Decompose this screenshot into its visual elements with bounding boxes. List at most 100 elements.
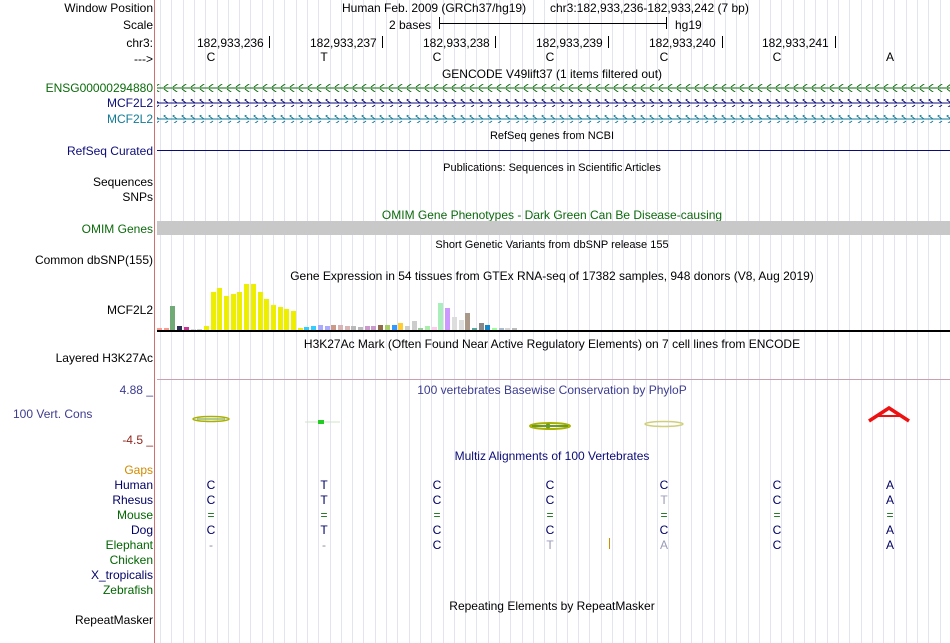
gtex-tissue-bar[interactable]	[479, 323, 484, 330]
grid-line	[748, 0, 749, 643]
publications-sequences-label[interactable]: Sequences	[92, 175, 153, 189]
species-label-dog[interactable]: Dog	[130, 523, 153, 537]
species-label-human[interactable]: Human	[114, 478, 153, 492]
phylop-ymax: 4.88 _	[119, 383, 153, 397]
publications-track-title[interactable]: Publications: Sequences in Scientific Ar…	[443, 162, 661, 174]
omim-track-title[interactable]: OMIM Gene Phenotypes - Dark Green Can Be…	[381, 208, 723, 222]
gtex-tissue-bar[interactable]	[197, 329, 202, 330]
ruler-tick	[495, 36, 496, 48]
gtex-tissue-bar[interactable]	[284, 309, 289, 330]
gtex-tissue-bar[interactable]	[351, 326, 356, 330]
gtex-tissue-bar[interactable]	[505, 328, 510, 330]
gtex-tissue-bar[interactable]	[425, 326, 430, 330]
alignment-base: C	[772, 538, 782, 552]
gtex-tissue-bar[interactable]	[237, 292, 242, 330]
gtex-bar-chart[interactable]	[157, 283, 557, 330]
gencode-track-title[interactable]: GENCODE V49lift37 (1 items filtered out)	[441, 67, 663, 81]
gtex-tissue-bar[interactable]	[325, 326, 330, 330]
multiz-gaps-label[interactable]: Gaps	[124, 463, 153, 477]
gtex-tissue-bar[interactable]	[298, 328, 303, 330]
gtex-tissue-bar[interactable]	[291, 311, 296, 330]
gtex-tissue-bar[interactable]	[258, 292, 263, 330]
gtex-tissue-bar[interactable]	[485, 325, 490, 330]
refseq-curated-label[interactable]: RefSeq Curated	[66, 144, 153, 158]
gtex-tissue-bar[interactable]	[412, 321, 417, 330]
omim-gene-bar[interactable]	[157, 221, 950, 235]
gtex-tissue-bar[interactable]	[358, 327, 363, 330]
phylop-track-title[interactable]: 100 vertebrates Basewise Conservation by…	[417, 383, 687, 397]
gtex-tissue-bar[interactable]	[264, 299, 269, 330]
h3k27ac-track-title[interactable]: H3K27Ac Mark (Often Found Near Active Re…	[303, 337, 801, 351]
refseq-track-title[interactable]: RefSeq genes from NCBI	[489, 130, 615, 142]
gtex-tissue-bar[interactable]	[445, 308, 450, 330]
gtex-tissue-bar[interactable]	[432, 327, 437, 330]
species-label-elephant[interactable]: Elephant	[105, 538, 153, 552]
gtex-tissue-bar[interactable]	[304, 327, 309, 330]
gtex-tissue-bar[interactable]	[217, 288, 222, 330]
grid-line	[714, 0, 715, 643]
gtex-gene-label[interactable]: MCF2L2	[106, 303, 153, 317]
phylop-mark-c1	[192, 415, 230, 423]
gtex-tissue-bar[interactable]	[177, 326, 182, 330]
gtex-tissue-bar[interactable]	[211, 292, 216, 330]
gtex-tissue-bar[interactable]	[392, 325, 397, 330]
dbsnp-label[interactable]: Common dbSNP(155)	[34, 253, 153, 267]
gtex-tissue-bar[interactable]	[164, 328, 169, 330]
h3k27ac-label[interactable]: Layered H3K27Ac	[55, 351, 153, 365]
gtex-tissue-bar[interactable]	[244, 284, 249, 330]
gtex-tissue-bar[interactable]	[170, 306, 175, 330]
gtex-tissue-bar[interactable]	[499, 328, 504, 330]
repeatmasker-track-title[interactable]: Repeating Elements by RepeatMasker	[449, 599, 655, 613]
multiz-track-title[interactable]: Multiz Alignments of 100 Vertebrates	[454, 449, 650, 463]
publications-snps-label[interactable]: SNPs	[122, 190, 153, 204]
gtex-tissue-bar[interactable]	[224, 296, 229, 330]
gtex-tissue-bar[interactable]	[385, 325, 390, 330]
repeatmasker-label[interactable]: RepeatMasker	[74, 613, 153, 627]
gtex-tissue-bar[interactable]	[512, 328, 517, 330]
gtex-tissue-bar[interactable]	[492, 328, 497, 330]
window-position-label: Window Position	[64, 1, 153, 15]
gene-label-mcf2l2-2[interactable]: MCF2L2	[106, 112, 153, 126]
gtex-tissue-bar[interactable]	[371, 326, 376, 330]
phylop-label[interactable]: 100 Vert. Cons	[13, 407, 93, 421]
gtex-tissue-bar[interactable]	[338, 325, 343, 330]
refseq-gene-line[interactable]	[157, 150, 950, 151]
gtex-tissue-bar[interactable]	[438, 303, 443, 330]
gtex-tissue-bar[interactable]	[251, 284, 256, 330]
gtex-tissue-bar[interactable]	[418, 328, 423, 330]
gtex-tissue-bar[interactable]	[157, 328, 162, 330]
gtex-tissue-bar[interactable]	[452, 317, 457, 330]
gtex-tissue-bar[interactable]	[472, 328, 477, 330]
species-label-chicken[interactable]: Chicken	[109, 553, 153, 567]
gtex-tissue-bar[interactable]	[271, 305, 276, 330]
gtex-tissue-bar[interactable]	[365, 326, 370, 330]
gtex-tissue-bar[interactable]	[459, 320, 464, 330]
gtex-tissue-bar[interactable]	[278, 307, 283, 330]
gene-model-mcf2l2-2[interactable]	[157, 115, 950, 123]
gtex-tissue-bar[interactable]	[204, 326, 209, 330]
dbsnp-track-title[interactable]: Short Genetic Variants from dbSNP releas…	[435, 239, 669, 251]
gtex-tissue-bar[interactable]	[405, 326, 410, 330]
species-label-x_tropicalis[interactable]: X_tropicalis	[90, 568, 153, 582]
gtex-tissue-bar[interactable]	[398, 323, 403, 330]
gene-label-ensg[interactable]: ENSG00000294880	[45, 81, 153, 95]
gtex-tissue-bar[interactable]	[331, 325, 336, 330]
gtex-tissue-bar[interactable]	[378, 325, 383, 330]
gtex-tissue-bar[interactable]	[345, 326, 350, 330]
gtex-track-title[interactable]: Gene Expression in 54 tissues from GTEx …	[290, 269, 814, 283]
omim-genes-label[interactable]: OMIM Genes	[81, 222, 153, 236]
elephant-insertion-marker	[609, 538, 610, 549]
grid-line	[160, 0, 161, 643]
species-label-zebrafish[interactable]: Zebrafish	[102, 583, 153, 597]
gtex-tissue-bar[interactable]	[465, 313, 470, 330]
gtex-tissue-bar[interactable]	[311, 326, 316, 330]
gtex-tissue-bar[interactable]	[184, 327, 189, 330]
species-label-mouse[interactable]: Mouse	[116, 508, 153, 522]
gtex-tissue-bar[interactable]	[231, 294, 236, 330]
gene-label-mcf2l2[interactable]: MCF2L2	[106, 96, 153, 110]
gtex-tissue-bar[interactable]	[191, 329, 196, 330]
species-label-rhesus[interactable]: Rhesus	[112, 493, 153, 507]
gene-model-ensg[interactable]	[157, 84, 950, 92]
gtex-tissue-bar[interactable]	[318, 325, 323, 330]
gene-model-mcf2l2[interactable]	[157, 99, 950, 107]
